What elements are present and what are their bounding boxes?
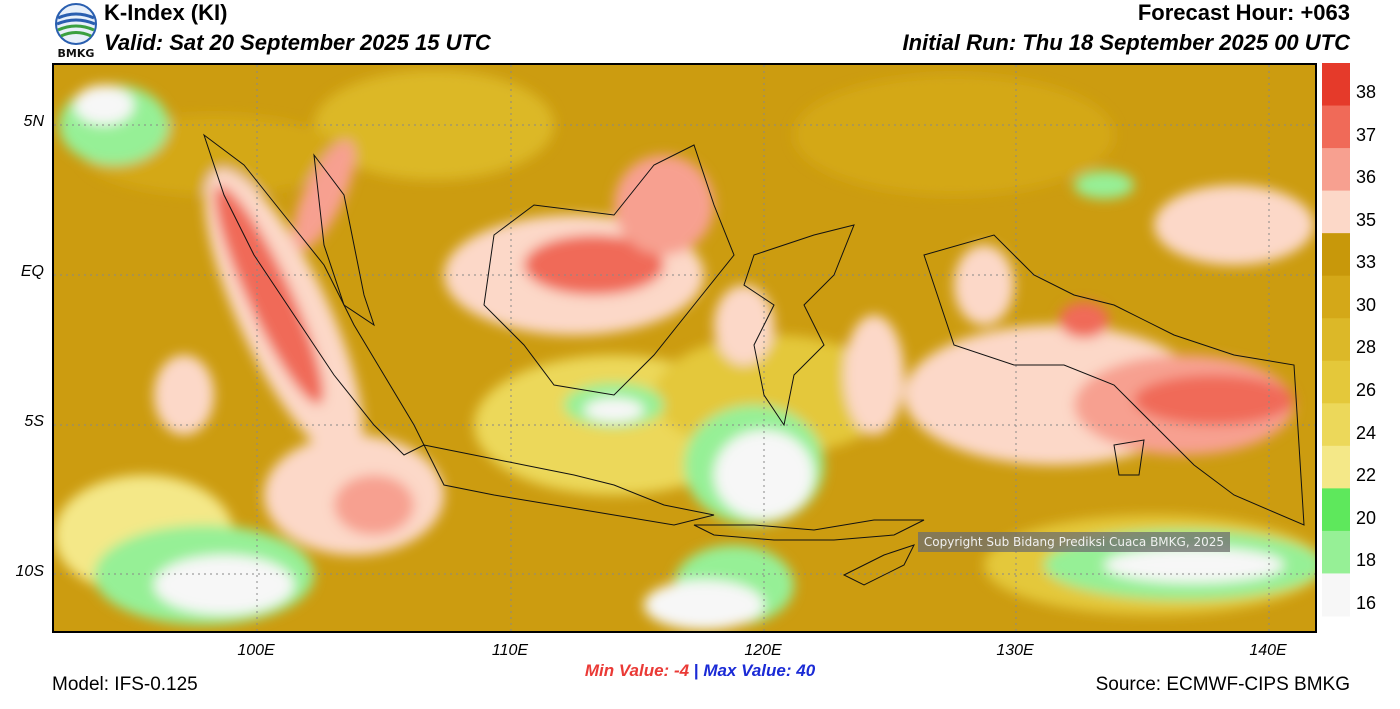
copyright-notice: Copyright Sub Bidang Prediksi Cuaca BMKG… [917,532,1230,552]
max-value: 40 [796,661,816,680]
lat-label-5n: 5N [23,113,44,130]
colorbar-label: 26 [1356,380,1377,401]
colorbar-label: 20 [1356,507,1377,528]
min-label: Min Value: [584,661,670,680]
logo-text: BMKG [57,47,95,60]
colorbar-label: 37 [1356,124,1377,145]
colorbar-segment [1322,403,1350,447]
colorbar-segment [1322,445,1350,489]
colorbar-label: 38 [1356,82,1377,103]
colorbar-label: 28 [1356,337,1377,358]
colorbar-segment [1322,360,1350,404]
colorbar-segment [1322,275,1350,319]
max-label: Max Value: [703,661,792,680]
colorbar-label: 36 [1356,167,1377,188]
model-info: Model: IFS-0.125 [52,674,198,695]
lon-label-100e: 100E [237,642,275,659]
colorbar-label: 35 [1356,209,1377,230]
colorbar-label: 18 [1356,550,1377,571]
bmkg-logo-icon: BMKG [52,2,100,60]
colorbar-segment [1322,318,1350,362]
colorbar-label: 22 [1356,465,1377,486]
colorbar-segment [1322,573,1350,617]
lon-label-130e: 130E [996,642,1034,659]
colorbar-label: 33 [1356,252,1377,273]
initial-run: Initial Run: Thu 18 September 2025 00 UT… [902,30,1350,55]
colorbar [1322,63,1350,633]
colorbar-label: 30 [1356,294,1377,315]
separator: | [693,661,699,680]
colorbar-segment [1322,105,1350,149]
lon-label-110e: 110E [491,642,529,659]
colorbar-segment [1322,530,1350,574]
colorbar-segment [1322,63,1350,107]
lat-label-eq: EQ [20,263,44,280]
min-value: -4 [673,661,690,680]
source-info: Source: ECMWF-CIPS BMKG [1095,674,1350,695]
lat-label-5s: 5S [24,413,44,430]
lon-label-140e: 140E [1249,642,1287,659]
min-max-values: Min Value: -4 | Max Value: 40 [0,661,1400,681]
k-index-map: Copyright Sub Bidang Prediksi Cuaca BMKG… [52,63,1317,633]
valid-time: Valid: Sat 20 September 2025 15 UTC [104,30,491,55]
colorbar-segment [1322,233,1350,277]
colorbar-segment [1322,488,1350,532]
colorbar-segment [1322,148,1350,192]
chart-title: K-Index (KI) [104,0,228,25]
colorbar-label: 16 [1356,592,1377,613]
colorbar-label: 24 [1356,422,1377,443]
colorbar-segment [1322,190,1350,234]
forecast-hour: Forecast Hour: +063 [1137,0,1350,25]
lat-label-10s: 10S [15,563,44,580]
lon-label-120e: 120E [744,642,782,659]
